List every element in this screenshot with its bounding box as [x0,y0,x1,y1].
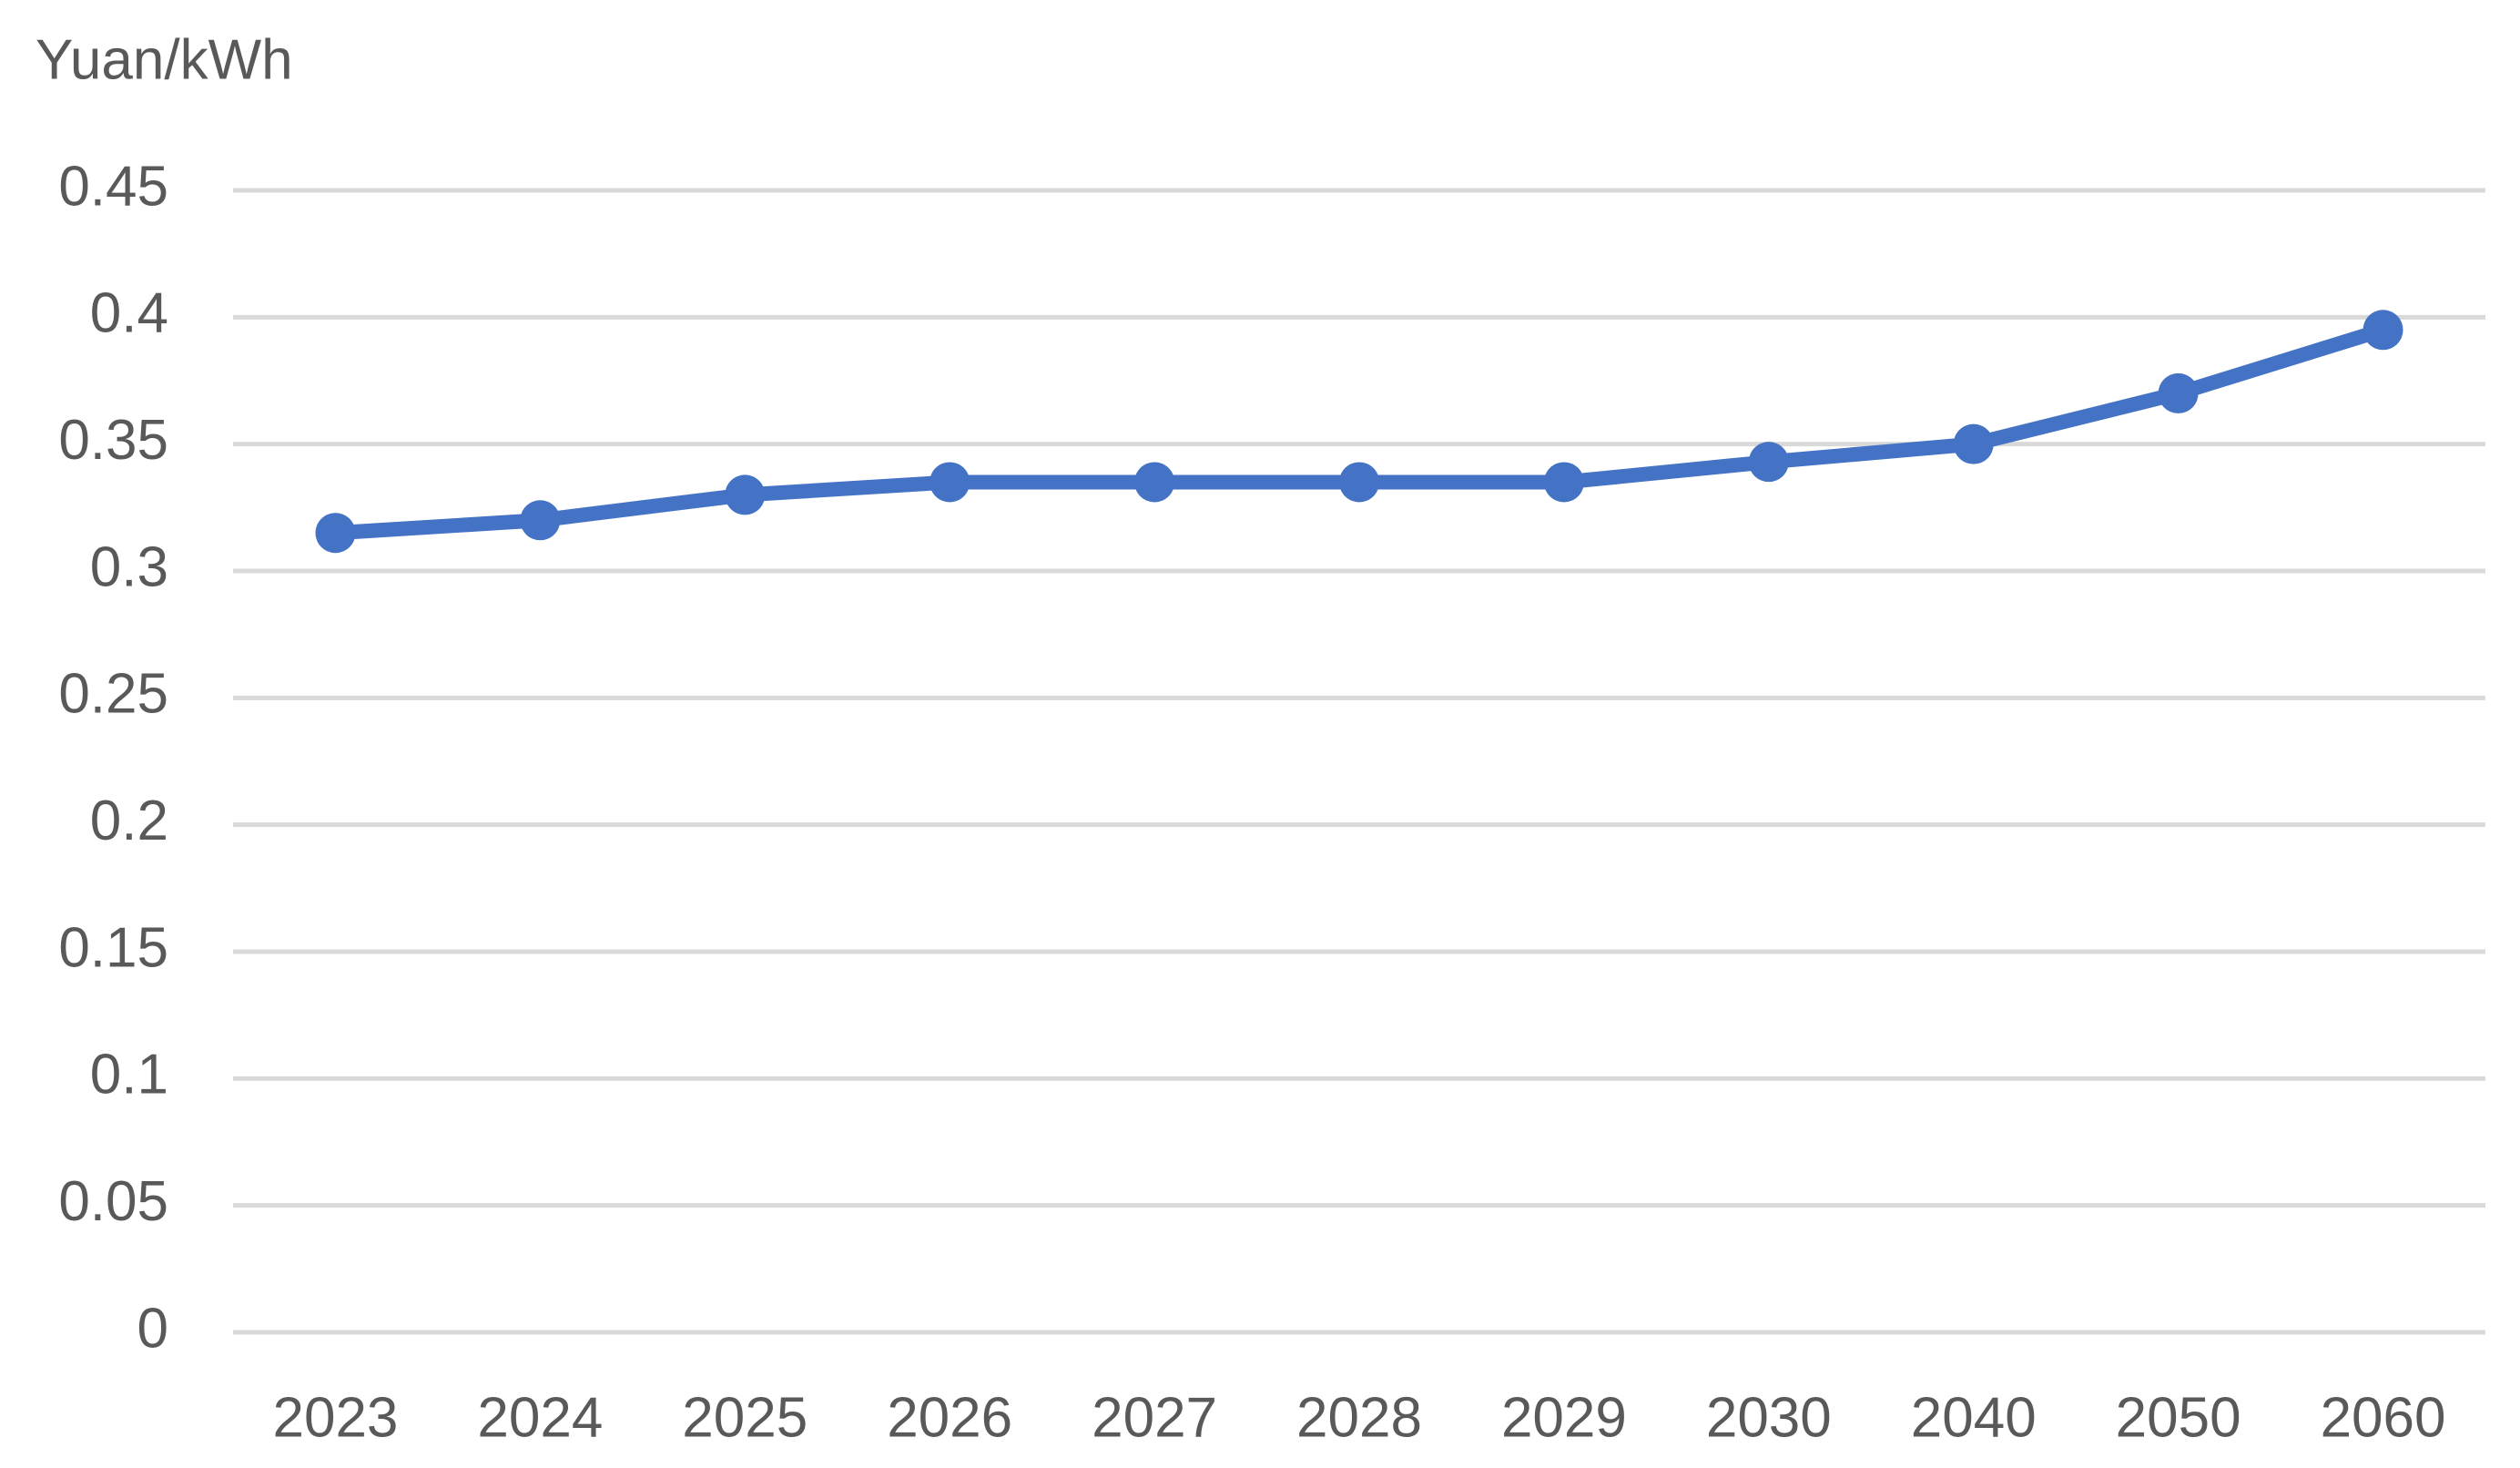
y-tick-label: 0.1 [90,1044,168,1106]
series-line [328,322,2391,541]
x-tick-label: 2028 [1296,1386,1422,1449]
x-tick-label: 2029 [1501,1386,1627,1449]
data-point [520,500,561,541]
data-point [2362,310,2403,351]
data-point [1748,442,1789,483]
x-tick-label: 2023 [272,1386,398,1449]
y-tick-label: 0.45 [58,155,168,218]
data-point [725,474,766,515]
y-tick-label: 0.4 [90,282,168,345]
y-tick-label: 0.05 [58,1170,168,1233]
data-point [2158,372,2199,413]
data-point [1339,462,1379,503]
data-point [1953,423,1994,464]
y-tick-label: 0.2 [90,790,168,852]
y-tick-label: 0.3 [90,535,168,598]
x-tick-label: 2024 [477,1386,603,1449]
data-point [930,462,970,503]
data-point [1134,462,1175,503]
x-tick-label: 2027 [1092,1386,1217,1449]
y-tick-label: 0.25 [58,663,168,726]
y-tick-label: 0 [137,1297,168,1360]
x-tick-label: 2040 [1911,1386,2037,1449]
y-tick-label: 0.35 [58,409,168,472]
x-tick-label: 2030 [1706,1386,1832,1449]
x-tick-label: 2026 [887,1386,1012,1449]
x-tick-label: 2060 [2321,1386,2446,1449]
y-axis-label: Yuan/kWh [36,28,293,91]
data-point [1543,462,1584,503]
x-tick-label: 2050 [2116,1386,2241,1449]
x-tick-label: 2025 [682,1386,808,1449]
y-tick-label: 0.15 [58,916,168,979]
data-point [315,513,356,554]
